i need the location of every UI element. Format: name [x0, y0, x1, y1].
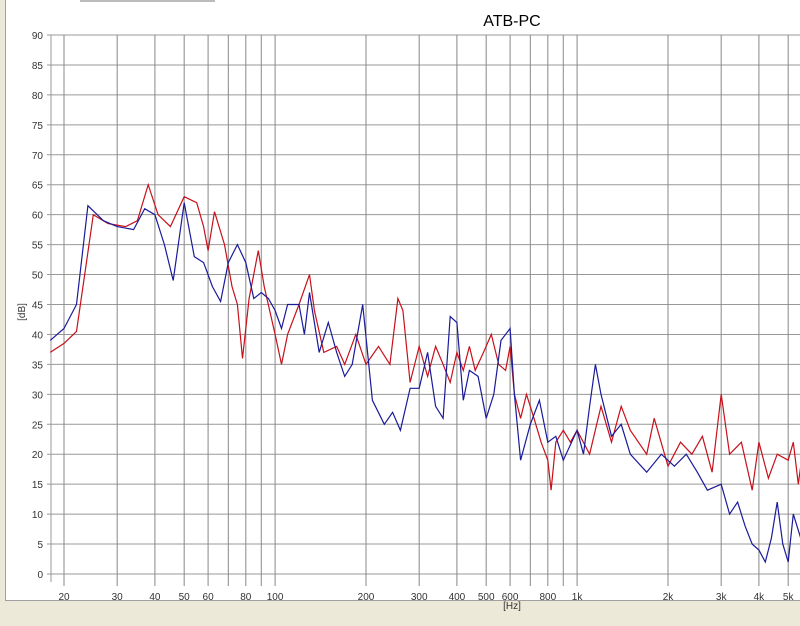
y-tick-label: 90: [32, 31, 44, 42]
y-tick-label: 65: [32, 181, 44, 192]
x-tick-label: 50: [179, 592, 191, 603]
x-tick-label: 2k: [663, 592, 675, 603]
y-tick-label: 40: [32, 330, 44, 341]
y-tick-label: 15: [32, 480, 44, 491]
x-tick-label: 1k: [572, 592, 584, 603]
x-tick-label: 300: [411, 592, 428, 603]
y-tick-label: 75: [32, 121, 44, 132]
x-tick-label: 100: [267, 592, 284, 603]
y-tick-label: 10: [32, 510, 44, 521]
y-tick-label: 70: [32, 151, 44, 162]
y-tick-label: 50: [32, 271, 44, 282]
x-tick-label: 600: [502, 592, 519, 603]
y-tick-label: 5: [37, 540, 43, 551]
x-tick-label: 400: [449, 592, 466, 603]
x-axis-label: [Hz]: [503, 601, 521, 612]
y-tick-label: 35: [32, 360, 44, 371]
series-line-blue: [49, 202, 800, 564]
series-line-red: [49, 182, 800, 491]
x-tick-label: 3k: [716, 592, 728, 603]
y-axis-label: [dB]: [17, 303, 28, 321]
x-tick-label: 30: [112, 592, 124, 603]
y-tick-label: 0: [37, 570, 43, 581]
x-tick-label: 80: [240, 592, 252, 603]
x-tick-label: 60: [203, 592, 215, 603]
x-tick-label: 5k: [783, 592, 795, 603]
x-tick-label: 800: [539, 592, 556, 603]
y-tick-label: 20: [32, 450, 44, 461]
y-tick-label: 30: [32, 390, 44, 401]
y-tick-label: 80: [32, 91, 44, 102]
y-tick-label: 85: [32, 61, 44, 72]
x-tick-label: 4k: [754, 592, 766, 603]
y-tick-label: 60: [32, 211, 44, 222]
x-tick-label: 20: [58, 592, 70, 603]
y-tick-label: 25: [32, 420, 44, 431]
x-tick-label: 40: [149, 592, 161, 603]
window-tab-strip: [80, 0, 215, 2]
y-tick-label: 55: [32, 241, 44, 252]
chart-title: ATB-PC: [483, 13, 540, 30]
y-tick-label: 45: [32, 301, 44, 312]
x-tick-label: 200: [358, 592, 375, 603]
x-tick-label: 500: [478, 592, 495, 603]
